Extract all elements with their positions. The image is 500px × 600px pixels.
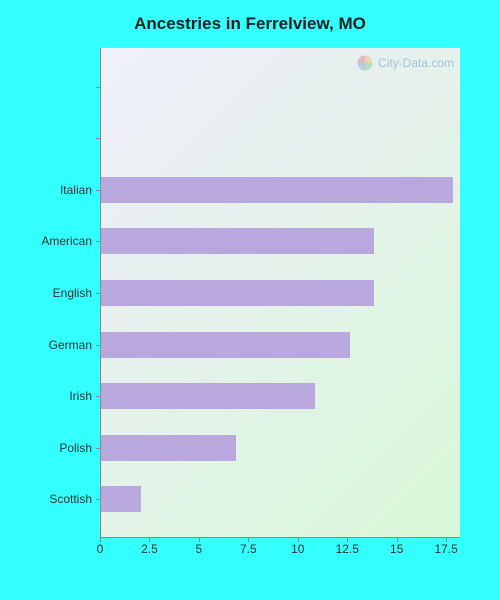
y-tick: [30, 130, 100, 146]
y-tick: Italian: [30, 182, 100, 198]
bar: [101, 486, 141, 512]
x-tick-label: 0: [97, 542, 104, 556]
x-tick-label: 10: [291, 542, 304, 556]
y-tick-label: English: [53, 286, 100, 300]
watermark-text: City-Data.com: [378, 56, 454, 70]
x-tick: 10: [291, 542, 304, 556]
y-tick: German: [30, 337, 100, 353]
chart-title: Ancestries in Ferrelview, MO: [134, 14, 366, 34]
bar: [101, 332, 350, 358]
x-tick-label: 5: [196, 542, 203, 556]
x-tick-label: 12.5: [336, 542, 359, 556]
bar: [101, 383, 315, 409]
x-tick-label: 7.5: [240, 542, 257, 556]
y-tick-label: Italian: [60, 183, 100, 197]
y-tick-label: American: [41, 234, 100, 248]
chart-frame: City-Data.com Italian American English Germ…: [30, 44, 470, 574]
x-tick: 17.5: [434, 542, 457, 556]
x-tick-label: 15: [390, 542, 403, 556]
bar: [101, 228, 374, 254]
x-tick: 7.5: [240, 542, 257, 556]
y-tick: English: [30, 285, 100, 301]
y-tick-label: Scottish: [49, 492, 100, 506]
plot-area: City-Data.com: [100, 48, 460, 538]
bar: [101, 177, 453, 203]
x-tick-label: 17.5: [434, 542, 457, 556]
y-tick-label: Irish: [69, 389, 100, 403]
watermark-pie-icon: [356, 54, 374, 72]
y-tick-label: German: [49, 338, 100, 352]
y-tick: American: [30, 233, 100, 249]
watermark: City-Data.com: [356, 54, 454, 72]
y-tick: Polish: [30, 440, 100, 456]
y-tick: [30, 79, 100, 95]
y-tick-label: Polish: [59, 441, 100, 455]
y-tick: Scottish: [30, 491, 100, 507]
x-tick: 15: [390, 542, 403, 556]
y-tick: Irish: [30, 388, 100, 404]
x-tick: 5: [196, 542, 203, 556]
x-tick: 2.5: [141, 542, 158, 556]
bar: [101, 280, 374, 306]
bar: [101, 435, 236, 461]
x-tick: 0: [97, 542, 104, 556]
x-tick-label: 2.5: [141, 542, 158, 556]
x-tick: 12.5: [336, 542, 359, 556]
